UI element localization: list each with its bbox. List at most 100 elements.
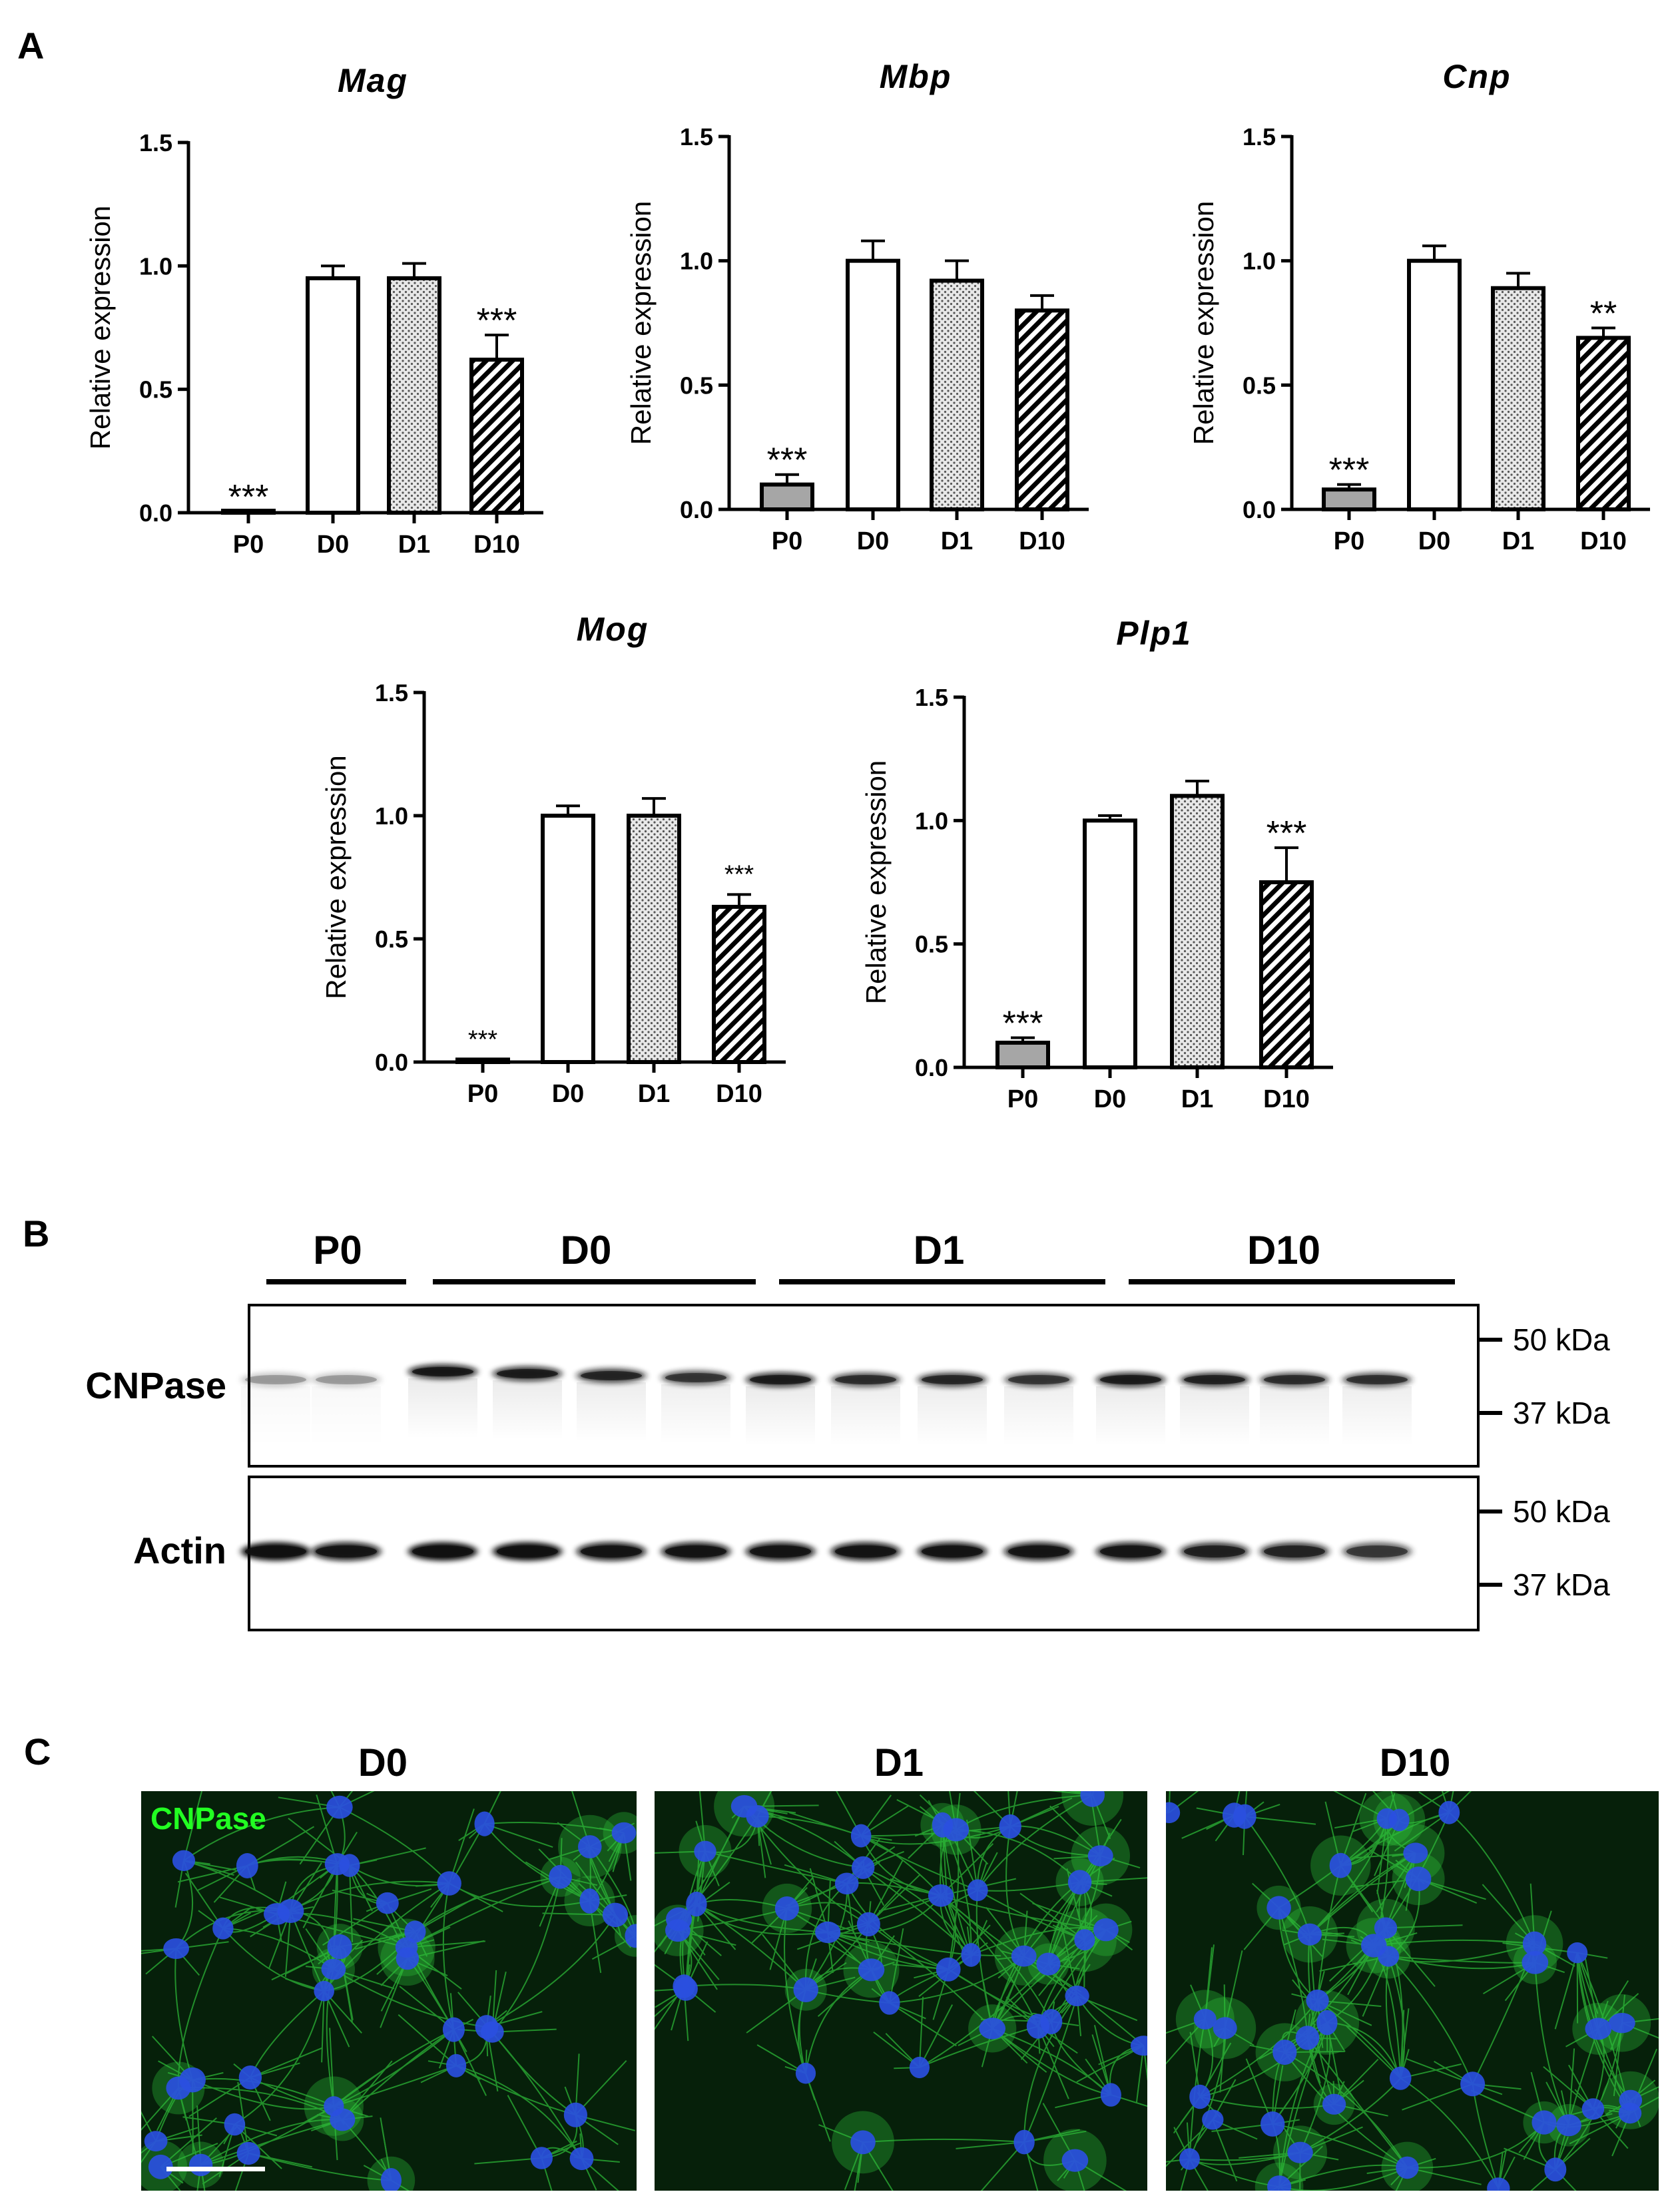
nucleus <box>1193 2008 1217 2030</box>
band-core <box>1008 1545 1069 1557</box>
bar-d0 <box>846 258 900 511</box>
y-tick-label: 0.5 <box>680 372 713 399</box>
y-axis-label: Relative expression <box>1188 201 1219 445</box>
y-tick-label: 1.0 <box>680 248 713 275</box>
band <box>1096 1542 1165 1561</box>
band <box>1180 1542 1249 1561</box>
band-smear <box>493 1380 562 1440</box>
band <box>1004 1542 1073 1561</box>
nucleus <box>1389 2066 1412 2090</box>
band <box>1260 1372 1329 1387</box>
significance-label: ** <box>1590 294 1617 333</box>
x-tick-label: D1 <box>638 1080 671 1108</box>
nucleus <box>1567 1942 1588 1964</box>
band-core <box>1100 1545 1161 1557</box>
band <box>408 1542 477 1561</box>
panel-letter-b: B <box>23 1213 50 1254</box>
chart-mag: Mag Relative expression 0.0 0.5 1.0 1.5 P0 *** D… <box>85 62 543 559</box>
nucleus <box>928 1884 954 1907</box>
nucleus <box>815 1921 841 1944</box>
x-tick-label: D0 <box>1094 1085 1127 1113</box>
chart-title: Cnp <box>1442 58 1511 95</box>
bar-d0 <box>1407 258 1462 511</box>
nucleus <box>694 1840 716 1862</box>
band-core <box>1008 1375 1069 1384</box>
nucleus <box>856 1912 880 1937</box>
x-tick-label: D10 <box>1263 1085 1310 1113</box>
nucleus <box>530 2147 553 2169</box>
blot-frame <box>248 1304 1480 1468</box>
y-tick-label: 0.0 <box>680 496 713 523</box>
band-smear <box>1096 1386 1165 1446</box>
nucleus <box>1272 2040 1297 2065</box>
band-core <box>665 1545 726 1557</box>
nucleus <box>1011 1945 1037 1967</box>
blot-group-label: D10 <box>1247 1228 1320 1272</box>
band-core <box>835 1545 896 1557</box>
bar-p0 <box>760 482 814 512</box>
band-smear <box>918 1386 987 1446</box>
nucleus <box>1396 2156 1419 2179</box>
band <box>831 1372 900 1387</box>
nucleus <box>793 1977 818 2002</box>
x-tick-label: P0 <box>772 527 802 555</box>
nucleus <box>569 2147 594 2171</box>
band-smear <box>408 1378 477 1438</box>
y-axis-label: Relative expression <box>625 201 657 445</box>
band <box>1004 1372 1073 1387</box>
significance-label: *** <box>1003 1005 1043 1043</box>
band-smear <box>312 1386 381 1446</box>
nucleus <box>795 2062 816 2084</box>
nucleus <box>1438 1800 1460 1824</box>
band-core <box>316 1545 377 1557</box>
band <box>577 1368 646 1383</box>
x-tick-label: P0 <box>233 531 264 559</box>
chart-mbp: Mbp Relative expression 0.0 0.5 1.0 1.5 P0 *** D… <box>625 58 1089 555</box>
bar-d1 <box>930 278 984 511</box>
nucleus <box>1189 2084 1211 2109</box>
nucleus <box>1556 2114 1581 2137</box>
micro-title-d10: D10 <box>1379 1741 1451 1784</box>
x-tick-label: D0 <box>552 1080 585 1108</box>
nucleus <box>475 2015 499 2040</box>
nucleus <box>1026 2014 1049 2039</box>
nucleus <box>1460 2071 1486 2097</box>
band-core <box>245 1545 306 1557</box>
y-tick-label: 0.5 <box>375 926 408 953</box>
x-tick-label: P0 <box>467 1080 498 1108</box>
band <box>1260 1542 1329 1561</box>
scale-bar <box>166 2167 265 2171</box>
y-tick-label: 0.5 <box>915 931 948 958</box>
bar-d0 <box>1083 818 1137 1070</box>
y-tick-label: 0.5 <box>139 376 172 404</box>
y-tick-label: 0.0 <box>375 1049 408 1076</box>
nucleus <box>1287 2141 1313 2163</box>
x-tick-label: D1 <box>941 527 974 555</box>
x-tick-label: P0 <box>1007 1085 1038 1113</box>
band-smear <box>1004 1386 1073 1446</box>
nucleus <box>578 1835 602 1858</box>
band <box>312 1542 381 1561</box>
band-core <box>581 1371 642 1380</box>
micro-title-d1: D1 <box>874 1741 924 1784</box>
band-core <box>1264 1545 1325 1557</box>
nucleus <box>936 1957 961 1982</box>
y-axis-label: Relative expression <box>860 760 892 1005</box>
nucleus <box>625 1924 637 1948</box>
bar-d10 <box>1576 336 1631 511</box>
nucleus <box>264 1903 290 1925</box>
nucleus <box>326 1795 353 1819</box>
significance-label: *** <box>1329 451 1370 490</box>
nucleus <box>1487 2177 1510 2191</box>
band <box>831 1542 900 1561</box>
nucleus <box>446 2054 467 2077</box>
nucleus <box>1013 2129 1035 2155</box>
nucleus <box>1295 2026 1320 2050</box>
blot-frame <box>248 1476 1480 1631</box>
y-tick-label: 1.5 <box>915 684 948 711</box>
band-core <box>497 1369 558 1378</box>
band <box>312 1372 381 1387</box>
nucleus <box>437 1871 461 1896</box>
x-tick-label: D0 <box>857 527 890 555</box>
nucleus <box>1322 2093 1346 2115</box>
